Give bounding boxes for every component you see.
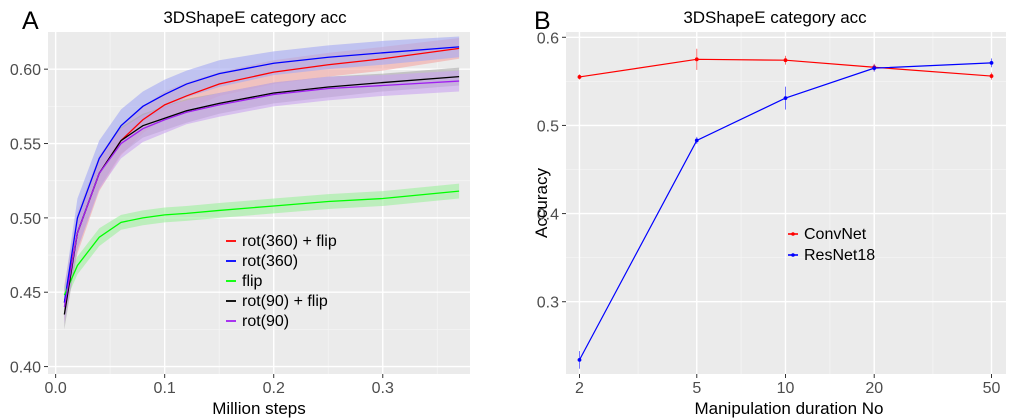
legend-label-rot-90-flip: rot(90) + flip	[242, 293, 328, 310]
panel-b-x-tick-label: 20	[865, 380, 883, 397]
point-resnet18	[577, 357, 582, 362]
panel-a-y-tick-label: 0.45	[10, 285, 41, 302]
panel-a-lines	[63, 46, 460, 315]
panel-b-x-ticks: 2 5 10 20 50	[575, 374, 1000, 397]
legend-key-point-resnet18	[791, 253, 795, 257]
panel-b-y-tick-label: 0.5	[537, 118, 559, 135]
point-convnet	[989, 74, 994, 78]
legend-label-resnet18: ResNet18	[804, 247, 875, 264]
band-flip	[64, 183, 460, 305]
legend-key-point-convnet	[791, 232, 795, 236]
point-convnet	[783, 58, 788, 63]
panel-b-y-axis-label: Accuracy	[532, 168, 551, 238]
panel-a-y-tick-label: 0.50	[10, 211, 41, 228]
point-convnet	[694, 57, 699, 62]
panel-a-title: 3DShapeE category acc	[163, 8, 347, 27]
panel-letter-b: B	[534, 7, 551, 35]
legend-label-convnet: ConvNet	[804, 226, 867, 243]
panel-b-x-tick-label: 2	[575, 380, 584, 397]
panel-b-y-tick-label: 0.3	[537, 295, 559, 312]
panel-a-x-tick-label: 0.1	[154, 380, 176, 397]
legend-label-rot-90: rot(90)	[242, 313, 289, 330]
line-rot-90	[63, 80, 460, 308]
panel-a-x-tick-label: 0.0	[45, 380, 67, 397]
panel-a-y-ticks: 0.40 0.45 0.50 0.55 0.60	[10, 62, 48, 377]
panel-b-legend: ConvNet ResNet18	[788, 226, 875, 264]
legend-label-rot-360-flip: rot(360) + flip	[242, 233, 337, 250]
panel-a-y-tick-label: 0.60	[10, 62, 41, 79]
panel-letter-a: A	[22, 7, 39, 35]
panel-a-x-tick-label: 0.2	[263, 380, 285, 397]
panel-b-title: 3DShapeE category acc	[683, 8, 867, 27]
panel-a: 3DShapeE category acc 0.0 0.1 0.2 0.3 0.400…	[10, 8, 470, 418]
panel-a-x-axis-label: Million steps	[212, 399, 306, 418]
panel-a-legend: rot(360) + flip rot(360) flip rot(90) + fli…	[226, 233, 337, 330]
panel-a-y-tick-label: 0.40	[10, 360, 41, 377]
panel-b-y-tick-label: 0.4	[537, 207, 559, 224]
panel-b-y-tick-label: 0.6	[537, 30, 559, 47]
panel-a-x-tick-label: 0.3	[372, 380, 394, 397]
legend-label-flip: flip	[242, 273, 263, 290]
panel-b-x-tick-label: 5	[692, 380, 701, 397]
point-resnet18	[783, 96, 788, 101]
panel-b-y-ticks: 0.3 0.4 0.5 0.6	[537, 30, 566, 312]
panel-a-y-tick-label: 0.55	[10, 137, 41, 154]
point-convnet	[577, 75, 582, 79]
point-resnet18	[694, 138, 699, 143]
panel-b-x-tick-label: 10	[777, 380, 795, 397]
panel-b-lines	[577, 48, 994, 369]
legend-label-rot-360: rot(360)	[242, 253, 298, 270]
line-flip	[63, 190, 460, 296]
panel-b-x-axis-label: Manipulation duration No	[694, 399, 883, 418]
panel-b: 3DShapeE category acc 2 5 10 20 50 0.3 0.4 0.5…	[532, 8, 1006, 418]
panel-b-grid	[566, 32, 1006, 374]
point-resnet18	[989, 60, 994, 65]
panel-a-x-ticks: 0.0 0.1 0.2 0.3	[45, 374, 394, 397]
panel-b-x-tick-label: 50	[983, 380, 1001, 397]
point-resnet18	[872, 66, 877, 71]
line-rot-360	[63, 46, 460, 303]
